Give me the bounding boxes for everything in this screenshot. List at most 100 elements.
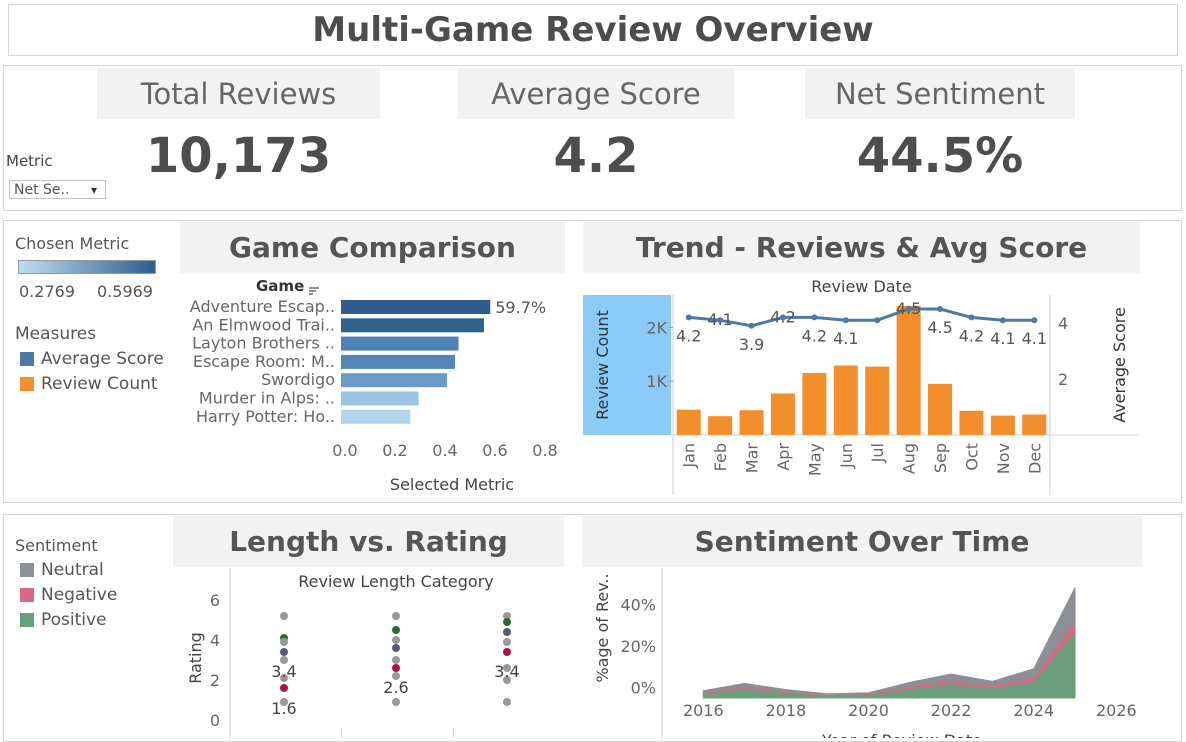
game-bar [341,354,455,369]
trend-x-tick-label: Sep [931,443,950,473]
sentiment-area-neutral [702,587,1076,696]
review-count-bar [865,366,890,435]
sentiment-legend-title: Sentiment [15,536,98,555]
area-x-tick-label: 2016 [683,701,724,720]
trend-x-tick-label: Jul [868,443,887,463]
chosen-metric-legend-title: Chosen Metric [15,234,130,253]
game-bar [341,300,491,314]
game-bar-value-label: 59.7% [495,298,546,317]
average-score-value-label: 4.2 [959,326,984,345]
metric-filter-label: Metric [6,152,53,170]
review-count-axis-band [583,295,671,435]
length-rating-title: Length vs. Rating [173,516,564,567]
trend-y2-tick-label: 2 [1058,370,1068,389]
game-bar [341,391,419,406]
area-x-tick-label: 2026 [1096,701,1137,720]
trend-title: Trend - Reviews & Avg Score [583,222,1140,273]
measures-legend-title: Measures [15,324,97,344]
average-score-value-label: 4.5 [927,318,952,337]
review-count-bar [708,416,733,435]
total-reviews-value: 10,173 [145,128,332,184]
game-category-label: Adventure Escap.. [190,297,335,316]
rating-point [392,672,400,680]
review-count-bar [1022,414,1047,435]
rating-value-label: 3.4 [494,662,519,681]
rating-point [280,674,288,682]
game-comparison-chart: Adventure Escap.. 59.7% An Elmwood Trai..L… [190,297,558,492]
game-column-header-label: Game [256,277,305,295]
rating-point [280,648,288,656]
scatter-y-tick-label: 0 [210,711,220,730]
area-y-tick-label: 40% [620,595,656,614]
area-x-tick-label: 2018 [766,701,807,720]
average-score-value-label: 4.1 [707,310,732,329]
average-score-point [842,317,849,324]
trend-y-tick-label: 2K [646,318,667,337]
rating-point [392,612,400,620]
trend-x-tick-label: Nov [994,443,1013,474]
game-x-tick-label: 0.0 [332,441,357,460]
average-score-value-label: 4.2 [802,326,827,345]
trend-y-tick-label: 1K [646,372,667,391]
rating-value-label: 1.6 [271,699,296,718]
trend-x-tick-label: Oct [962,443,981,471]
scatter-y-tick-label: 2 [210,671,220,690]
average-score-point [717,317,724,324]
rating-point [503,638,511,646]
game-x-tick-label: 0.8 [532,441,557,460]
area-y-tick-label: 20% [620,637,656,656]
area-x-axis-label: Year of Review Date [821,731,982,738]
review-count-bar [928,383,953,435]
area-x-tick-label: 2020 [848,701,889,720]
average-score-value: 4.2 [553,128,639,184]
review-count-bar [770,393,795,435]
chosen-metric-max: 0.5969 [97,282,153,301]
review-count-bar [802,373,827,435]
sort-icon[interactable] [309,282,320,295]
average-score-point [1031,317,1038,324]
scatter-y-tick-label: 4 [210,631,220,650]
review-count-bar [676,409,701,435]
trend-x-axis-label: Review Date [811,277,911,296]
trend-y2-tick-label: 4 [1058,314,1068,333]
page-title: Multi-Game Review Overview [312,10,874,50]
game-bar [341,318,484,333]
area-y-tick-label: 0% [631,679,656,698]
rating-point [503,698,511,706]
review-count-legend-label: Review Count [41,374,158,394]
rating-value-label: 2.6 [383,678,408,697]
rating-point [392,626,400,634]
game-bar [341,409,411,424]
average-score-value-label: 4.5 [896,299,921,318]
average-score-point [905,306,912,312]
rating-point [392,644,400,652]
rating-point [503,664,511,672]
total-reviews-label: Total Reviews [97,68,380,119]
game-column-header: Game [256,277,320,295]
average-score-point [811,314,818,321]
area-x-tick-label: 2022 [931,701,972,720]
metric-filter-dropdown[interactable]: Net Se.. ▾ [9,180,106,199]
trend-chart: Review Count Average Score Review Date 1K 2K… [583,277,1138,495]
rating-point [503,628,511,636]
game-category-label: Escape Room: M.. [193,352,335,371]
chevron-down-icon[interactable]: ▾ [90,183,97,197]
net-sentiment-label: Net Sentiment [805,68,1075,119]
rating-point [392,664,400,672]
average-score-point [685,314,692,321]
trend-y-axis-label: Review Count [593,310,612,420]
average-score-label: Average Score [458,68,734,119]
length-rating-chart: Review Length Category Rating 0 2 4 6 3.4 1.6 2.… [186,568,520,738]
average-score-point [937,306,944,312]
scatter-y-tick-label: 6 [210,591,220,610]
game-category-label: An Elmwood Trai.. [192,315,335,334]
game-x-tick-label: 0.6 [482,441,507,460]
average-score-point [999,317,1006,324]
average-score-value-label: 3.9 [739,335,764,354]
rating-point [503,612,511,620]
average-score-point [874,317,881,324]
trend-y2-axis-label: Average Score [1110,307,1129,423]
header-panel: Multi-Game Review Overview [8,4,1178,56]
game-category-label: Harry Potter: Ho.. [196,407,335,426]
review-count-bar [990,415,1015,435]
